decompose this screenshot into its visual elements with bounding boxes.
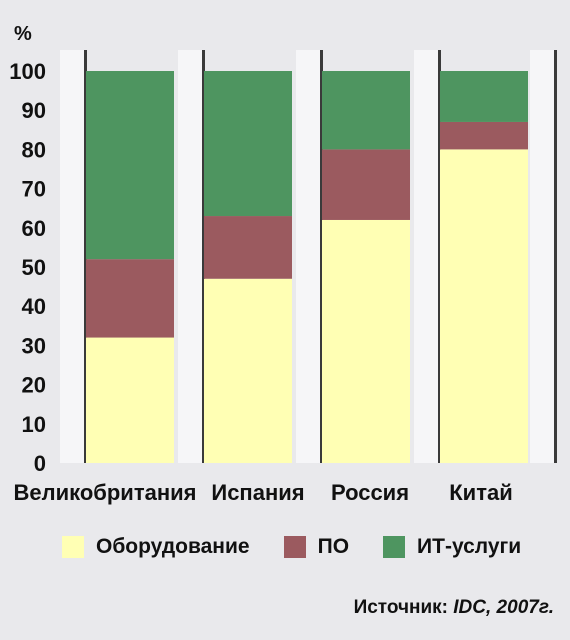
legend-swatch [283,536,306,558]
y-tick-label: 10 [22,412,46,437]
category-labels: Великобритания Испания Россия Китай [14,480,513,505]
background-stripe [414,50,438,463]
source-label: Источник: [353,597,448,618]
y-tick-label: 40 [22,294,46,319]
bars [86,71,528,463]
y-tick-label: 0 [34,451,46,476]
y-tick-label: 100 [9,59,46,84]
background-stripe-edge [320,50,323,463]
stacked-bar-chart: % 0 10 20 30 40 50 60 70 80 90 100 Великобритания И… [9,23,557,505]
y-tick-label: 60 [22,216,46,241]
category-label: Великобритания [14,480,197,505]
background-stripe-edge [84,50,87,463]
source-name: IDC, 2007г. [453,597,554,618]
bar-segment [440,121,528,150]
y-tick-label: 70 [22,177,46,202]
legend-swatch [383,536,406,558]
legend-item: Оборудование [62,535,250,559]
bar-segment [322,219,410,463]
y-tick-label: 50 [22,255,46,280]
y-tick-label: 80 [22,137,46,162]
category-label: Россия [331,480,409,505]
background-stripe [530,50,554,463]
y-tick-label: 30 [22,333,46,358]
background-stripe [178,50,202,463]
bar-segment [440,71,528,122]
bar-segment [322,149,410,220]
background-stripe [60,50,84,463]
category-label: Китай [449,480,513,505]
legend-item: ИТ-услуги [383,535,521,559]
legend-label: ПО [317,535,350,558]
bar-segment [86,259,174,338]
bar-segment [86,337,174,463]
background-stripe-edge [554,50,557,463]
bar-segment [204,278,292,463]
legend-label: Оборудование [96,535,250,558]
bar-segment [322,71,410,150]
background-stripe [296,50,320,463]
background-stripe-edge [202,50,205,463]
legend-label: ИТ-услуги [417,535,522,558]
bar-segment [86,71,174,260]
bar-segment [204,216,292,279]
legend-item: ПО [283,535,350,559]
legend: Оборудование ПО ИТ-услуги [62,535,555,559]
background-stripe-edge [438,50,441,463]
y-tick-label: 90 [22,98,46,123]
y-axis-ticks: 0 10 20 30 40 50 60 70 80 90 100 [9,59,46,476]
y-tick-label: 20 [22,373,46,398]
y-axis-unit-label: % [14,23,32,45]
bar-segment [204,71,292,217]
legend-swatch [62,536,84,558]
category-label: Испания [211,480,304,505]
background-stripes [60,50,557,463]
source-note: Источник: IDC, 2007г. [354,597,554,619]
bar-segment [440,149,528,463]
